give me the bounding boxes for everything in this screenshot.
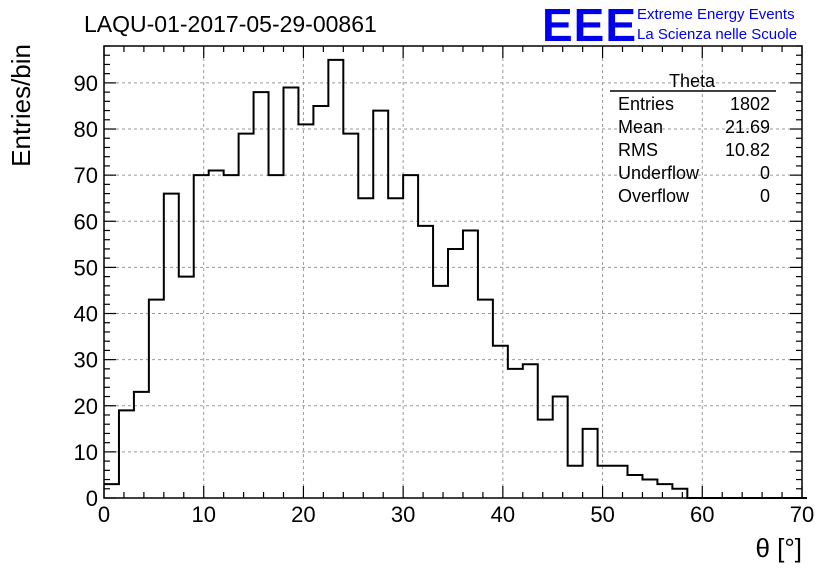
stats-label-overflow: Overflow	[618, 186, 690, 206]
x-tick-label: 20	[291, 502, 315, 527]
y-tick-label: 0	[86, 486, 98, 511]
histogram-series	[104, 58, 807, 499]
stats-value-mean: 21.69	[725, 117, 770, 137]
stats-value-underflow: 0	[760, 163, 770, 183]
x-tick-label: 0	[98, 502, 110, 527]
x-tick-label: 70	[790, 502, 814, 527]
y-tick-label: 70	[74, 163, 98, 188]
stats-box: Theta Entries 1802 Mean 21.69 RMS 10.82 …	[610, 71, 776, 206]
grid-layer	[104, 46, 802, 498]
x-tick-labels: 0 10 20 30 40 50 60 70	[98, 502, 814, 527]
y-tick-label: 30	[74, 348, 98, 373]
stats-box-title: Theta	[669, 71, 716, 91]
plot-frame	[103, 45, 803, 499]
stats-value-entries: 1802	[730, 94, 770, 114]
run-id-title: LAQU-01-2017-05-29-00861	[84, 11, 377, 37]
stats-label-mean: Mean	[618, 117, 663, 137]
stats-value-overflow: 0	[760, 186, 770, 206]
y-tick-label: 10	[74, 440, 98, 465]
logo-mark: EEE	[542, 0, 637, 51]
x-tick-label: 40	[491, 502, 515, 527]
stats-label-underflow: Underflow	[618, 163, 700, 183]
y-tick-labels: 0 10 20 30 40 50 60 70 80 90	[74, 71, 98, 511]
x-tick-label: 10	[191, 502, 215, 527]
y-tick-label: 40	[74, 302, 98, 327]
stats-label-rms: RMS	[618, 140, 658, 160]
stats-label-entries: Entries	[618, 94, 674, 114]
x-axis-title: θ [°]	[755, 533, 802, 563]
eee-logo: EEE Extreme Energy Events La Scienza nel…	[542, 0, 797, 51]
y-tick-label: 20	[74, 394, 98, 419]
y-tick-label: 80	[74, 117, 98, 142]
stats-value-rms: 10.82	[725, 140, 770, 160]
tick-marks	[103, 45, 803, 499]
y-tick-label: 90	[74, 71, 98, 96]
x-tick-label: 30	[391, 502, 415, 527]
x-tick-label: 60	[690, 502, 714, 527]
logo-line-2: La Scienza nelle Scuole	[637, 26, 797, 43]
logo-line-1: Extreme Energy Events	[637, 6, 795, 23]
x-tick-label: 50	[590, 502, 614, 527]
y-tick-label: 50	[74, 255, 98, 280]
y-axis-title: Entries/bin	[6, 44, 36, 167]
y-tick-label: 60	[74, 209, 98, 234]
